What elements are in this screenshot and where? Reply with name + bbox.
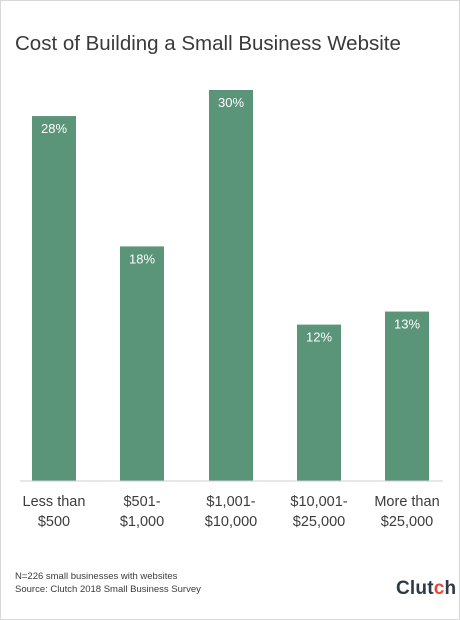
logo-text-main: Clut (396, 578, 434, 599)
footnotes: N=226 small businesses with websites Sou… (15, 570, 201, 596)
x-tick-labels-group: Less than $500 $501- $1,000 $1,001- $10,000 $1… (23, 494, 440, 530)
x-tick-label-3-line-1: $25,000 (293, 514, 345, 530)
x-tick-label-1-line-1: $1,000 (120, 514, 164, 530)
bars-group: 28% 18% 30% 12% 13% (32, 90, 429, 482)
data-label-2: 30% (218, 95, 244, 110)
x-tick-label-4-line-1: $25,000 (381, 514, 433, 530)
bar-4 (385, 311, 429, 481)
sample-note: N=226 small businesses with websites (15, 571, 178, 582)
bar-1 (120, 246, 164, 481)
clutch-logo: Clutch (396, 578, 456, 600)
data-label-1: 18% (129, 251, 155, 266)
x-tick-label-2-line-1: $10,000 (205, 514, 257, 530)
x-tick-label-4-line-0: More than (374, 494, 439, 510)
bar-3 (297, 324, 341, 481)
x-tick-label-0-line-1: $500 (38, 514, 70, 530)
bar-2 (209, 90, 253, 481)
logo-text-end: h (444, 578, 457, 599)
data-label-4: 13% (394, 317, 420, 332)
data-label-3: 12% (306, 330, 332, 345)
x-tick-label-3-line-0: $10,001- (290, 494, 347, 510)
logo-text-accent: c (433, 578, 445, 599)
source-note: Source: Clutch 2018 Small Business Surve… (15, 584, 201, 595)
bar-0 (32, 116, 76, 482)
x-tick-label-1-line-0: $501- (123, 494, 160, 510)
data-label-0: 28% (41, 121, 67, 136)
x-tick-label-0-line-0: Less than (23, 494, 86, 510)
chart-title: Cost of Building a Small Business Websit… (15, 32, 401, 55)
x-tick-label-2-line-0: $1,001- (206, 494, 255, 510)
